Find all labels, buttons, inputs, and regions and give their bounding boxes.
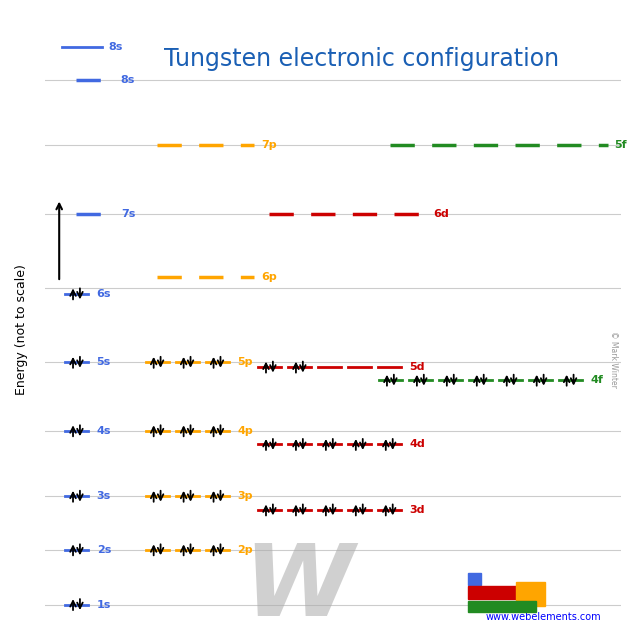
Text: © Mark Winter: © Mark Winter xyxy=(609,331,618,388)
Bar xyxy=(468,573,481,585)
Text: 5s: 5s xyxy=(97,357,111,367)
Text: 2p: 2p xyxy=(237,545,253,555)
Text: 5d: 5d xyxy=(410,362,425,372)
Text: Energy (not to scale): Energy (not to scale) xyxy=(15,264,28,395)
Text: 7s: 7s xyxy=(121,209,135,218)
Bar xyxy=(516,582,545,606)
Text: 5p: 5p xyxy=(237,357,253,367)
Bar xyxy=(468,601,536,612)
Text: 5f: 5f xyxy=(614,140,627,150)
Text: W: W xyxy=(243,540,353,637)
Text: 4s: 4s xyxy=(97,426,111,436)
Text: 8s: 8s xyxy=(108,42,122,52)
Text: 4d: 4d xyxy=(410,440,425,449)
Text: 2s: 2s xyxy=(97,545,111,555)
Text: 8s: 8s xyxy=(121,75,135,84)
Text: 3p: 3p xyxy=(237,492,253,501)
Text: www.webelements.com: www.webelements.com xyxy=(485,612,601,623)
Text: 6d: 6d xyxy=(434,209,449,218)
Text: 1s: 1s xyxy=(97,600,111,609)
Text: 6p: 6p xyxy=(261,272,277,282)
Text: 6s: 6s xyxy=(97,289,111,299)
Text: 4f: 4f xyxy=(590,375,603,385)
Text: 3d: 3d xyxy=(410,505,425,515)
Text: 3s: 3s xyxy=(97,492,111,501)
Text: Tungsten electronic configuration: Tungsten electronic configuration xyxy=(164,47,559,71)
Text: 7p: 7p xyxy=(261,140,277,150)
Text: 4p: 4p xyxy=(237,426,253,436)
Bar xyxy=(468,586,516,599)
